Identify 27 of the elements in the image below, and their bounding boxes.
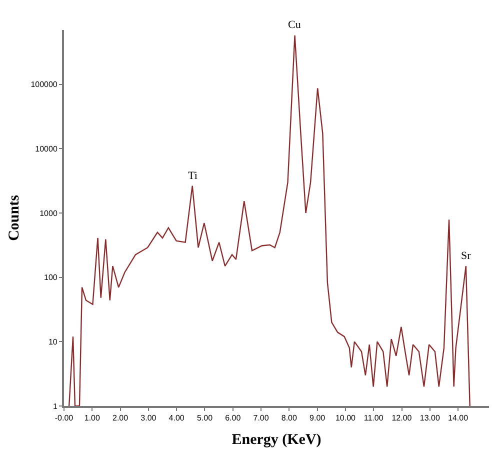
y-tick-label: 100 [44,273,58,282]
y-tick-label: 10 [48,337,58,346]
x-tick-label: 12.00 [392,414,412,423]
x-tick-label: 14.00 [448,414,469,423]
x-tick-label: 5.00 [196,414,214,423]
x-tick-label: 7.00 [253,414,270,423]
y-tick-label: 1000 [40,208,58,218]
x-tick-label: 1.00 [84,414,100,423]
annotation: Sr [461,250,472,262]
x-tick-label: 11.00 [364,414,384,423]
x-tick-label: 2.00 [112,414,129,423]
x-tick-label: 10.00 [335,414,356,423]
y-tick-label: 1 [52,402,58,411]
x-tick-label: -0.00 [54,414,74,423]
x-tick-label: 9.00 [310,414,326,423]
x-tick-label: 3.00 [140,414,157,423]
annotation: Ti [188,170,198,182]
line-series [68,34,470,406]
x-tick-label: 8.00 [281,414,298,423]
x-tick-label: 13.00 [420,414,440,423]
x-tick-label: 6.00 [225,414,242,423]
annotation: Cu [288,19,302,31]
y-tick-label: 10000 [35,144,58,154]
x-tick-label: 4.00 [168,414,185,423]
y-axis-title: Counts [6,194,22,241]
y-tick-label: 100000 [30,80,58,90]
x-axis-title: Energy (KeV) [232,432,322,448]
